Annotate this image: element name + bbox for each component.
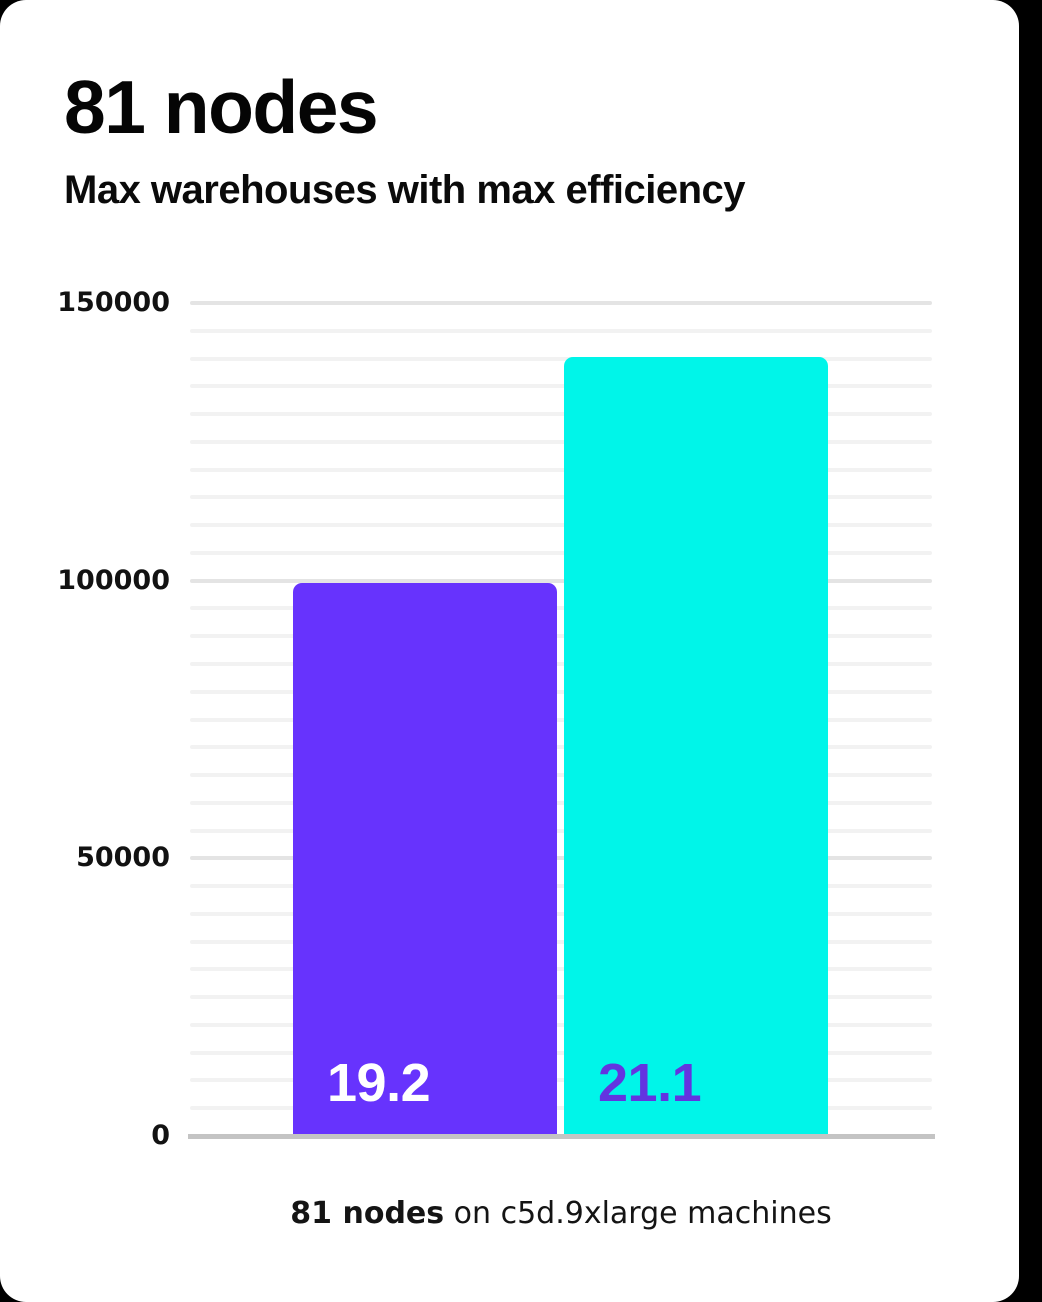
gridline-minor (190, 773, 932, 778)
gridline-minor (190, 606, 932, 611)
gridline-minor (190, 800, 932, 805)
bar-chart: 0 50000 100000 150000 19.2 21.1 (57, 287, 935, 1151)
y-axis-tick-label: 150000 (57, 287, 170, 318)
page-title: 81 nodes (64, 65, 379, 149)
gridline-minor (190, 384, 932, 389)
caption-bold-text: 81 nodes (290, 1196, 445, 1231)
gridline-minor (190, 689, 932, 694)
bar-value-label: 21.1 (598, 1052, 702, 1113)
bar-21.1: 21.1 (564, 357, 828, 1136)
gridline-minor (190, 523, 932, 528)
gridline-minor (190, 661, 932, 666)
gridline-minor (190, 939, 932, 944)
gridline-minor (190, 828, 932, 833)
y-axis-tick-label: 100000 (57, 564, 170, 596)
bar-19.2: 19.2 (293, 583, 557, 1136)
chart-card: 81 nodes Max warehouses with max efficie… (0, 0, 1019, 1302)
gridline-minor (190, 967, 932, 972)
y-axis-tick-label: 50000 (76, 842, 170, 874)
gridline-major (190, 856, 932, 861)
gridline-minor (190, 550, 932, 555)
gridline-minor (190, 328, 932, 333)
chart-caption: 81 nodes on c5d.9xlarge machines (190, 1196, 932, 1231)
gridline-minor (190, 745, 932, 750)
gridline-minor (190, 995, 932, 1000)
x-axis-baseline (188, 1134, 935, 1139)
y-axis-tick-label: 0 (151, 1120, 170, 1151)
gridline-major (190, 301, 932, 305)
gridline-minor (190, 1022, 932, 1027)
gridline-major (190, 578, 932, 583)
gridline-minor (190, 884, 932, 889)
gridline-minor (190, 467, 932, 472)
page-subtitle: Max warehouses with max efficiency (64, 168, 746, 212)
gridline-minor (190, 1050, 932, 1055)
gridline-minor (190, 1106, 932, 1111)
bar-value-label: 19.2 (327, 1052, 431, 1113)
gridline-minor (190, 439, 932, 444)
gridline-minor (190, 1078, 932, 1083)
gridline-minor (190, 634, 932, 639)
caption-regular-text: on c5d.9xlarge machines (444, 1196, 832, 1231)
gridline-minor (190, 495, 932, 500)
gridline-minor (190, 356, 932, 361)
gridline-minor (190, 717, 932, 722)
gridline-minor (190, 412, 932, 417)
gridline-minor (190, 911, 932, 916)
